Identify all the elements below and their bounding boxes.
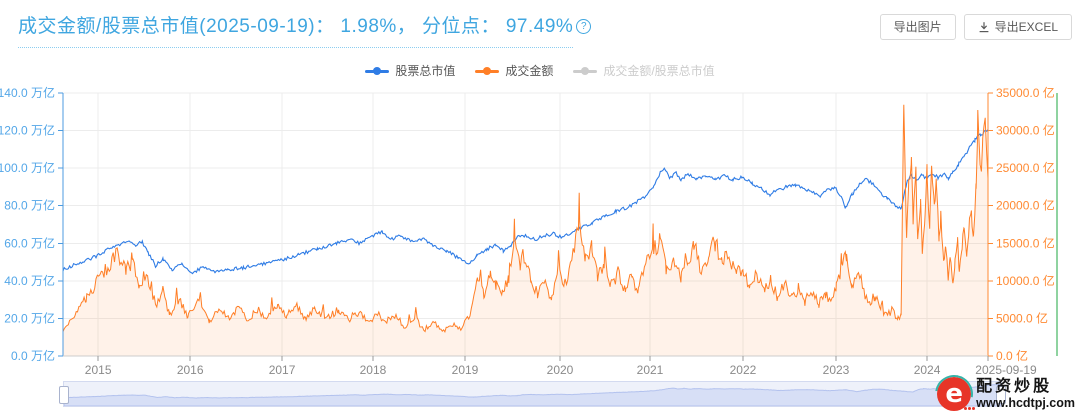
legend-line-dot-marker [365,65,390,77]
x-tick-label: 2022 [730,363,757,377]
x-tick-label: 2024 [914,363,941,377]
y-left-tick-label: 100.0 万亿 [0,160,55,175]
datazoom-handle-right[interactable] [996,386,1006,404]
x-tick-label: 2017 [269,363,296,377]
site-url: www.hcdtpj.com [976,396,1075,410]
y-left-tick-label: 40.0 万亿 [4,273,55,288]
site-logo-icon: e [937,377,976,411]
y-right-tick-label: 15000.0 亿 [996,235,1055,250]
y-left-tick-label: 0.0 万亿 [11,348,55,363]
x-tick-label: 2019 [452,363,479,377]
y-right-tick-label: 25000.0 亿 [996,160,1055,175]
y-right-tick-label: 10000.0 亿 [996,273,1055,288]
export-toolbar: 导出图片 导出EXCEL [879,14,1072,40]
legend-line-dot-marker [475,65,500,77]
y-right-tick-label: 5000.0 亿 [996,310,1048,325]
x-tick-label: 2025-09-19 [975,363,1037,377]
turnover-line[interactable] [62,104,989,333]
datazoom-slider[interactable] [59,381,1006,407]
x-tick-label: 2020 [547,363,574,377]
export-image-label: 导出图片 [893,20,942,34]
legend-label: 股票总市值 [395,64,456,78]
x-tick-label: 2016 [177,363,204,377]
y-right-tick-label: 20000.0 亿 [996,198,1055,213]
page-title: 成交金额/股票总市值(2025-09-19)： 1.98%， 分位点： 97.4… [18,11,574,48]
page-header: 成交金额/股票总市值(2025-09-19)： 1.98%， 分位点： 97.4… [18,11,592,48]
y-left-tick-label: 140.0 万亿 [0,85,55,100]
datazoom-handle-left[interactable] [59,386,69,404]
export-excel-label: 导出EXCEL [994,20,1058,34]
y-left-tick-label: 120.0 万亿 [0,123,55,138]
x-tick-label: 2015 [85,363,112,377]
export-excel-button[interactable]: 导出EXCEL [963,14,1072,40]
legend-item-成交金额/股票总市值[interactable]: 成交金额/股票总市值 [573,62,715,79]
datazoom-mini-chart [64,383,1001,406]
y-left-tick-label: 20.0 万亿 [4,310,55,325]
main-chart: 140.0 万亿 120.0 万亿 100.0 万亿 80.0 万亿 60.0 万亿 40… [0,85,1058,377]
legend-label: 成交金额/股票总市值 [603,64,715,78]
site-watermark: e 配资炒股 www.hcdtpj.com [937,377,1075,411]
y-right-tick-label: 35000.0 亿 [996,85,1055,100]
y-right-tick-label: 0.0 亿 [996,348,1028,363]
x-tick-label: 2018 [360,363,387,377]
help-icon[interactable]: ? [576,19,592,34]
y-left-tick-label: 60.0 万亿 [4,235,55,250]
datazoom-area [64,383,1001,406]
legend-line-dot-marker [573,65,598,77]
export-image-button[interactable]: 导出图片 [879,14,956,40]
chart-legend: 股票总市值 成交金额 成交金额/股票总市值 [0,62,1080,79]
turnover-area [63,104,988,356]
logo-dots [964,407,976,410]
site-brand: 配资炒股 [976,377,1053,395]
market-cap-line[interactable] [62,129,989,275]
legend-item-成交金额[interactable]: 成交金额 [475,62,553,79]
legend-item-股票总市值[interactable]: 股票总市值 [365,62,455,79]
y-right-tick-label: 30000.0 亿 [996,123,1055,138]
download-icon [979,22,989,33]
x-tick-label: 2021 [637,363,664,377]
legend-label: 成交金额 [505,64,554,78]
y-left-tick-label: 80.0 万亿 [4,198,55,213]
x-tick-label: 2023 [823,363,850,377]
